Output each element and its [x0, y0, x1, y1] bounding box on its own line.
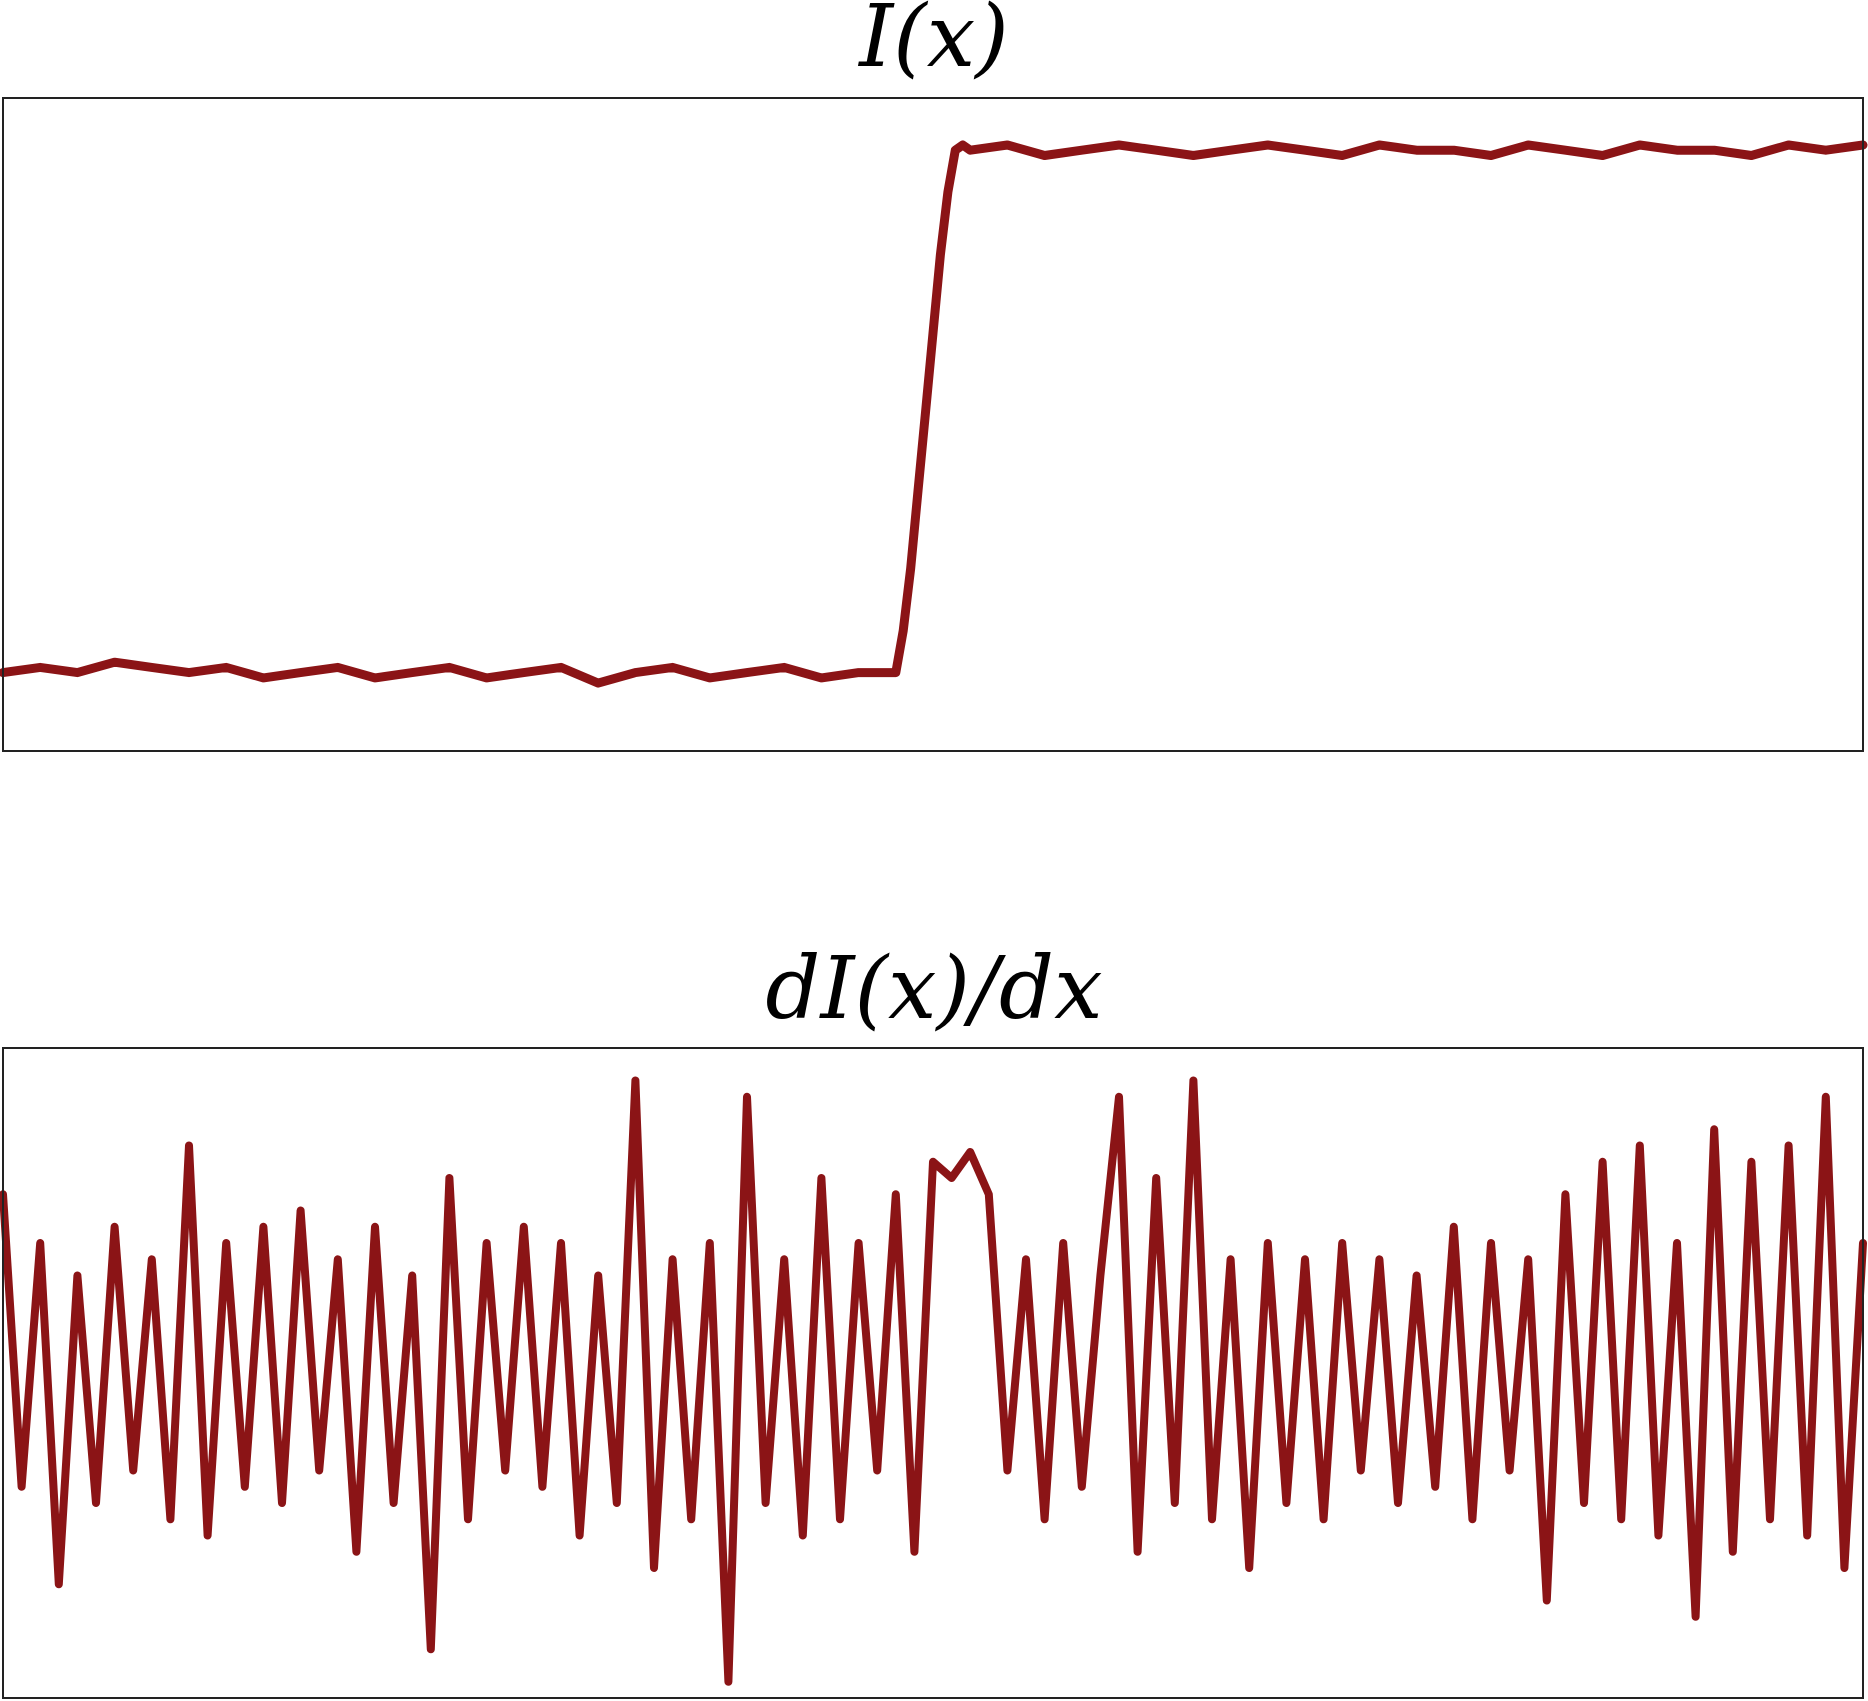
chart-2-title: dI(x)/dx — [765, 939, 1102, 1039]
chart-2-series-1-line — [0, 1076, 1867, 1686]
chart-2: dI(x)/dx — [0, 939, 1867, 1699]
chart-1-title: I(x) — [857, 0, 1009, 87]
chart-1: I(x) — [0, 0, 1868, 752]
chart-1-plot — [0, 140, 1868, 688]
chart-2-frame — [2, 1047, 1864, 1699]
chart-2-plot — [0, 1076, 1867, 1686]
chart-1-frame — [2, 97, 1864, 752]
chart-1-series-1-line — [0, 140, 1868, 688]
